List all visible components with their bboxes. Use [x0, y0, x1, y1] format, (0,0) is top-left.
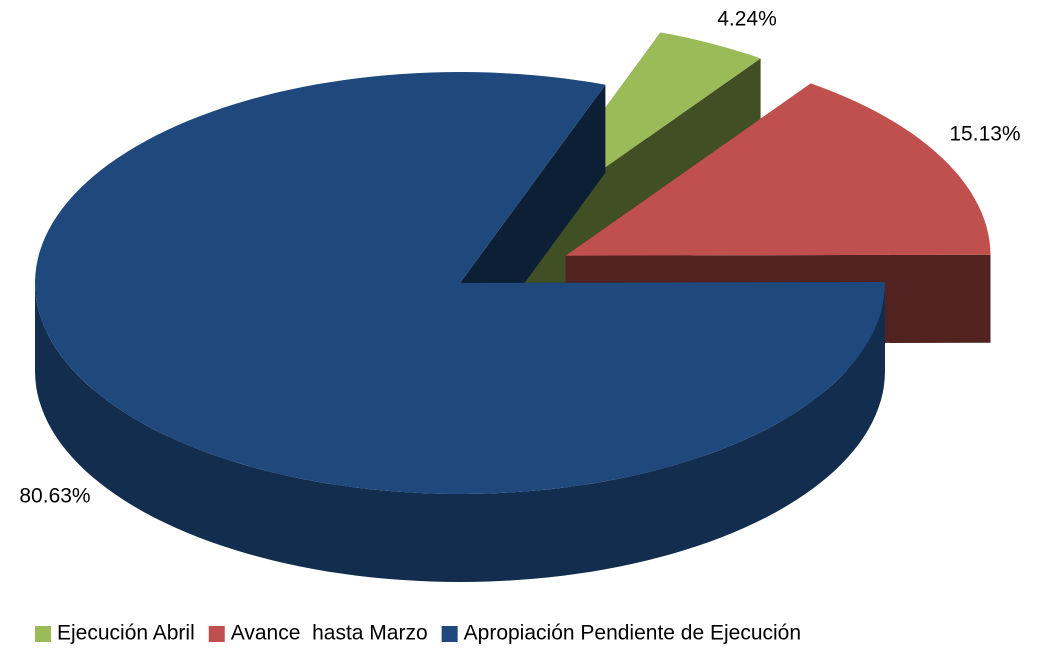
slice: [565, 83, 991, 256]
legend-swatch: [208, 626, 225, 642]
legend-swatch: [441, 626, 458, 642]
data-label: 80.63%: [19, 485, 90, 508]
legend-label: Apropiación Pendiente de Ejecución: [464, 622, 801, 645]
data-label: 4.24%: [717, 8, 777, 31]
slice-side: [35, 283, 885, 582]
data-label: 15.13%: [949, 123, 1020, 146]
legend-label: Ejecución Abril: [57, 622, 195, 645]
slice: [35, 72, 885, 494]
legend-label: Avance hasta Marzo: [231, 622, 428, 645]
legend-swatch: [35, 626, 51, 642]
